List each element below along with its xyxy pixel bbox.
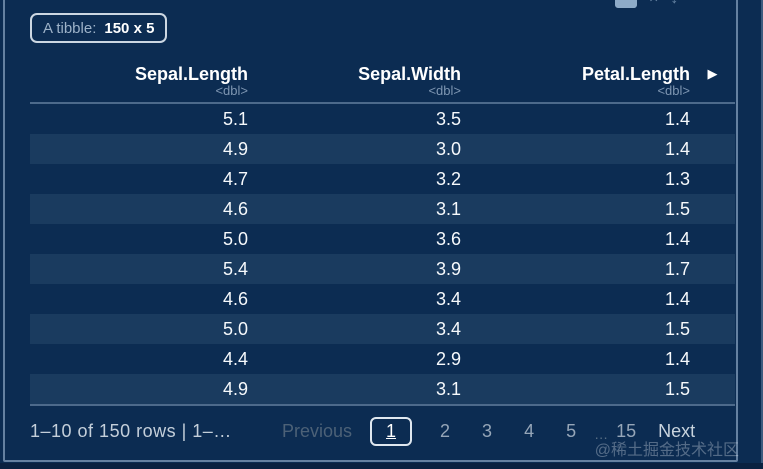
table-row: 4.6 3.1 1.5 xyxy=(30,194,735,224)
column-label: Sepal.Length xyxy=(134,63,248,84)
table-row: 4.9 3.1 1.5 xyxy=(30,374,735,404)
table-cell: 3.0 xyxy=(435,138,461,159)
table-row: 5.0 3.6 1.4 xyxy=(30,224,735,254)
table-cell: 1.7 xyxy=(664,258,690,279)
next-columns-cell: ▶ xyxy=(690,55,735,102)
table-cell: 1.4 xyxy=(664,288,690,309)
table-row: 4.7 3.2 1.3 xyxy=(30,164,735,194)
pagination-ellipsis: … xyxy=(594,426,609,442)
tibble-badge: A tibble: 150 x 5 xyxy=(30,13,168,43)
table-cell: 5.1 xyxy=(222,108,248,129)
page-button[interactable]: 5 xyxy=(566,420,577,441)
table-cell: 3.1 xyxy=(435,198,461,219)
column-header-sepal-length: Sepal.Length <dbl> xyxy=(30,55,248,102)
export-icon[interactable] xyxy=(615,0,637,8)
next-button[interactable]: Next xyxy=(658,420,696,441)
pagination-bar: 1–10 of 150 rows | 1–… Previous 1 2 3 4 5 …… xyxy=(30,413,740,449)
column-type: <dbl> xyxy=(215,83,248,99)
table-cell: 4.9 xyxy=(222,138,248,159)
table-cell: 1.4 xyxy=(664,138,690,159)
table-cell: 3.5 xyxy=(435,108,461,129)
table-row: 5.0 3.4 1.5 xyxy=(30,314,735,344)
column-header-petal-length: Petal.Length <dbl> xyxy=(461,55,690,102)
table-cell: 3.1 xyxy=(435,378,461,399)
badge-prefix: A tibble: xyxy=(43,19,97,37)
column-type: <dbl> xyxy=(657,83,690,99)
table-cell: 1.4 xyxy=(664,108,690,129)
page-numbers: 2 3 4 5 xyxy=(424,421,592,442)
table-cell: 4.4 xyxy=(222,348,248,369)
table-header: Sepal.Length <dbl> Sepal.Width <dbl> Pet… xyxy=(30,55,735,104)
column-label: Sepal.Width xyxy=(358,63,461,84)
table-row: 4.4 2.9 1.4 xyxy=(30,344,735,374)
table-cell: 4.6 xyxy=(222,198,248,219)
table-cell: 3.4 xyxy=(435,318,461,339)
table-row: 5.4 3.9 1.7 xyxy=(30,254,735,284)
page-button[interactable]: 3 xyxy=(482,420,493,441)
current-page-button[interactable]: 1 xyxy=(370,416,413,446)
watermark: @稀土掘金技术社区 xyxy=(594,442,739,459)
table-cell: 1.3 xyxy=(664,168,690,189)
column-header-sepal-width: Sepal.Width <dbl> xyxy=(248,55,461,102)
table-cell: 5.0 xyxy=(222,318,248,339)
table-cell: 2.9 xyxy=(435,348,461,369)
column-label: Petal.Length xyxy=(581,63,690,84)
table-cell: 1.5 xyxy=(664,198,690,219)
next-columns-icon[interactable]: ▶ xyxy=(707,65,718,81)
last-page-button[interactable]: 15 xyxy=(616,420,637,441)
page-button[interactable]: 4 xyxy=(524,420,535,441)
table-row: 4.6 3.4 1.4 xyxy=(30,284,735,314)
column-type: <dbl> xyxy=(428,83,461,99)
table-cell: 3.2 xyxy=(435,168,461,189)
bottom-edge-strip xyxy=(0,463,763,469)
rows-info: 1–10 of 150 rows | 1–… xyxy=(30,420,232,441)
table-cell: 3.9 xyxy=(435,258,461,279)
table-cell: 3.6 xyxy=(435,228,461,249)
page-button[interactable]: 2 xyxy=(440,420,451,441)
table-cell: 1.5 xyxy=(664,378,690,399)
table-body: 5.1 3.5 1.4 4.9 3.0 1.4 4.7 3.2 1.3 4.6 3.1 1.5 5.0 3… xyxy=(30,104,735,406)
table-cell: 4.6 xyxy=(222,288,248,309)
close-icon[interactable]: × xyxy=(649,0,658,7)
table-cell: 1.4 xyxy=(664,348,690,369)
previous-button[interactable]: Previous xyxy=(282,420,353,441)
table-cell: 1.5 xyxy=(664,318,690,339)
window-right-edge xyxy=(761,0,763,469)
table-cell: 4.9 xyxy=(222,378,248,399)
table-row: 5.1 3.5 1.4 xyxy=(30,104,735,134)
expand-icon[interactable]: ↕ xyxy=(670,0,678,7)
table-cell: 5.4 xyxy=(222,258,248,279)
table-cell: 5.0 xyxy=(222,228,248,249)
table-cell: 1.4 xyxy=(664,228,690,249)
toolbar: × ↕ xyxy=(615,0,720,9)
table-cell: 3.4 xyxy=(435,288,461,309)
table-row: 4.9 3.0 1.4 xyxy=(30,134,735,164)
badge-dimensions: 150 x 5 xyxy=(104,19,155,37)
table-cell: 4.7 xyxy=(222,168,248,189)
